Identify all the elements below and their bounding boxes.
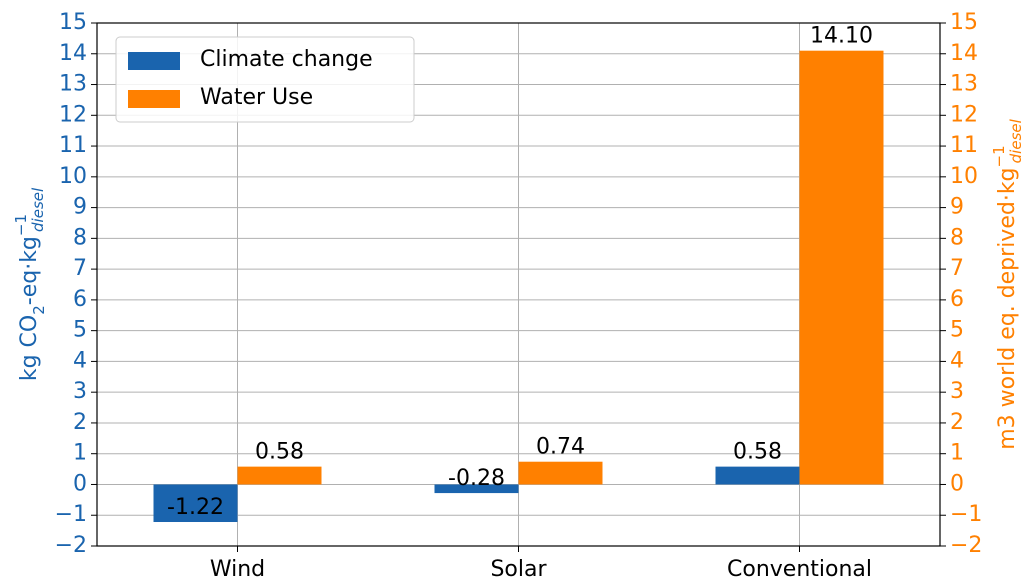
- y-tick-label: 13: [59, 72, 87, 97]
- x-tick-label: Wind: [210, 557, 265, 581]
- y-tick-label: 15: [59, 10, 87, 35]
- axis-label-part: diesel: [1007, 118, 1025, 163]
- bar: [237, 466, 322, 485]
- y-tick-label: 12: [59, 102, 87, 127]
- y2-tick-label: 2: [950, 410, 964, 435]
- bar: [518, 461, 603, 485]
- y-tick-label: 1: [73, 441, 87, 466]
- y2-tick-label: 6: [950, 287, 964, 312]
- y-tick-label: 4: [73, 348, 87, 373]
- y2-tick-label: 12: [950, 102, 978, 127]
- y2-tick-label: 4: [950, 348, 964, 373]
- y2-tick-label: 10: [950, 164, 978, 189]
- data-label: -1.22: [167, 495, 224, 520]
- y2-tick-label: 11: [950, 133, 978, 158]
- plot-frame: [96, 22, 941, 547]
- y2-tick-label: 9: [950, 195, 964, 220]
- y-tick-label: 8: [73, 225, 87, 250]
- data-label: 0.74: [536, 435, 585, 460]
- y-tick-label: 5: [73, 318, 87, 343]
- axis-label-part: −1: [12, 214, 30, 236]
- data-label: 14.10: [810, 24, 873, 49]
- y2-tick-label: 1: [950, 441, 964, 466]
- y2-tick-label: −2: [950, 533, 982, 558]
- bar: [715, 466, 800, 485]
- bar: [434, 484, 519, 494]
- y-tick-label: 14: [59, 41, 87, 66]
- y2-tick-label: 7: [950, 256, 964, 281]
- y-tick-label: −2: [55, 533, 87, 558]
- y2-tick-label: 0: [950, 471, 964, 496]
- data-label: -0.28: [448, 466, 505, 491]
- y-tick-label: 0: [73, 471, 87, 496]
- axis-label-part: 2: [30, 305, 48, 315]
- y2-tick-label: 13: [950, 72, 978, 97]
- y-tick-label: 10: [59, 164, 87, 189]
- x-tick-label: Solar: [490, 557, 547, 581]
- axis-label-part: -eq·kg: [17, 236, 42, 305]
- legend-label: Climate change: [200, 47, 373, 72]
- legend-box: [115, 36, 415, 123]
- y-tick-label: −1: [55, 502, 87, 527]
- axis-label-part: kg CO: [17, 315, 42, 381]
- y2-tick-label: 8: [950, 225, 964, 250]
- axis-label-part: −1: [990, 145, 1008, 167]
- legend-swatch: [128, 52, 180, 70]
- axis-label-part: diesel: [29, 187, 47, 232]
- y-tick-label: 3: [73, 379, 87, 404]
- axis-label-part: m3 world eq. deprived·kg: [995, 167, 1020, 449]
- y-tick-label: 2: [73, 410, 87, 435]
- legend-label: Water Use: [200, 85, 313, 110]
- data-label: 0.58: [733, 440, 782, 465]
- axis-label: kg CO2-eq·kg−1diesel: [12, 187, 48, 381]
- y2-tick-label: 5: [950, 318, 964, 343]
- bar: [799, 50, 884, 485]
- x-tick-label: Conventional: [727, 557, 872, 581]
- y2-tick-label: 14: [950, 41, 978, 66]
- y2-tick-label: 15: [950, 10, 978, 35]
- data-label: 0.58: [255, 440, 304, 465]
- y-tick-label: 7: [73, 256, 87, 281]
- y-tick-label: 11: [59, 133, 87, 158]
- y-tick-label: 6: [73, 287, 87, 312]
- legend-swatch: [128, 90, 180, 108]
- y2-tick-label: 3: [950, 379, 964, 404]
- y-tick-label: 9: [73, 195, 87, 220]
- axis-label: m3 world eq. deprived·kg−1diesel: [990, 118, 1025, 449]
- bar: [153, 484, 238, 523]
- y2-tick-label: −1: [950, 502, 982, 527]
